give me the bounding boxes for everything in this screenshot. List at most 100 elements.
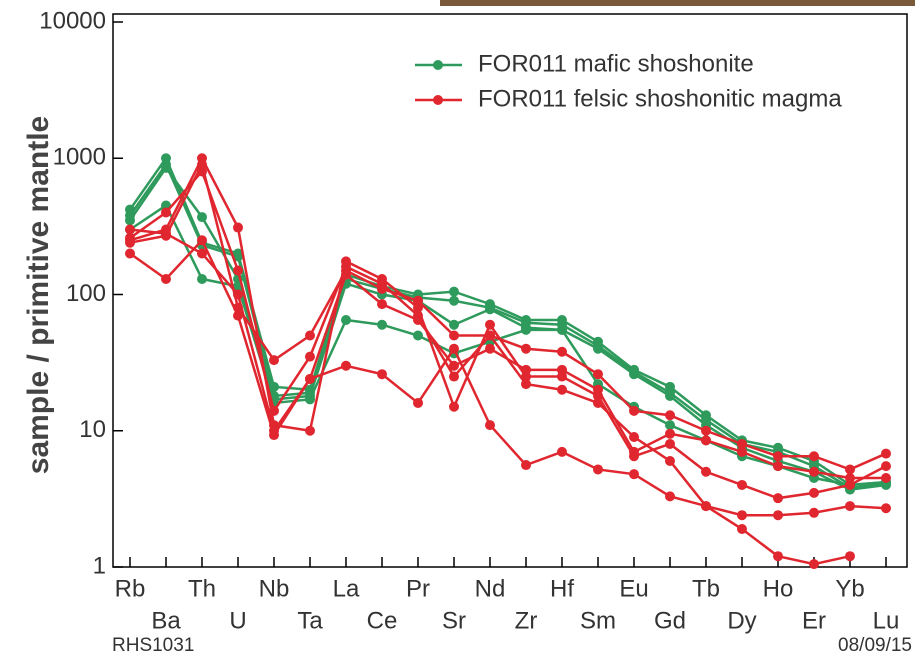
sample-line: [129, 228, 886, 480]
x-tick-label: La: [333, 575, 360, 602]
sample-point: [557, 324, 567, 335]
sample-point: [701, 425, 711, 436]
sample-point: [305, 330, 315, 341]
sample-point: [449, 371, 459, 382]
sample-point: [269, 355, 279, 366]
sample-point: [449, 360, 459, 371]
sample-point: [485, 420, 495, 431]
sample-point: [629, 446, 639, 457]
sample-point: [809, 466, 819, 477]
sample-point: [233, 222, 243, 233]
sample-point: [449, 319, 459, 330]
sample-point: [665, 428, 675, 439]
sample-point: [413, 295, 423, 306]
sample-point: [737, 438, 747, 449]
sample-point: [413, 302, 423, 313]
sample-point: [593, 464, 603, 475]
sample-point: [485, 319, 495, 330]
sample-line: [129, 155, 887, 500]
sample-point: [197, 212, 207, 223]
sample-point: [413, 314, 423, 325]
sample-point: [125, 237, 135, 248]
x-tick-label: Dy: [727, 607, 756, 634]
x-tick-label: Lu: [873, 607, 900, 634]
sample-point: [593, 384, 603, 395]
sample-point: [125, 215, 135, 226]
y-tick-label: 100: [66, 280, 106, 307]
x-tick-label: Ba: [151, 607, 181, 634]
sample-point: [197, 273, 207, 284]
sample-point: [881, 503, 891, 514]
sample-point: [809, 559, 819, 570]
sample-point: [629, 469, 639, 480]
sample-point: [161, 207, 171, 218]
sample-point: [125, 224, 135, 235]
sample-point: [305, 394, 315, 405]
x-tick-label: Gd: [654, 607, 686, 634]
sample-point: [197, 159, 207, 170]
sample-point: [305, 373, 315, 384]
sample-point: [197, 235, 207, 246]
sample-point: [845, 479, 855, 490]
sample-point: [233, 251, 243, 262]
sample-point: [485, 304, 495, 315]
sample-point: [701, 501, 711, 512]
y-tick-label: 1: [93, 552, 106, 579]
sample-point: [773, 551, 783, 562]
sample-point: [449, 286, 459, 297]
y-tick-label: 10000: [39, 7, 106, 34]
sample-point: [341, 360, 351, 371]
sample-point: [665, 420, 675, 431]
x-tick-label: U: [229, 607, 246, 634]
sample-point: [521, 379, 531, 390]
x-tick-label: Eu: [619, 575, 648, 602]
y-tick-label: 1000: [53, 144, 106, 171]
sample-point: [881, 461, 891, 472]
sample-point: [737, 510, 747, 521]
sample-point: [377, 369, 387, 380]
sample-point: [593, 369, 603, 380]
sample-point: [773, 493, 783, 504]
sample-point: [809, 451, 819, 462]
sample-point: [305, 351, 315, 362]
sample-point: [341, 269, 351, 280]
x-tick-label: Sm: [580, 607, 616, 634]
sample-line: [129, 203, 887, 487]
sample-point: [269, 425, 279, 436]
x-tick-label: Ce: [367, 607, 398, 634]
sample-point: [233, 265, 243, 276]
sample-point: [521, 364, 531, 375]
x-tick-label: Th: [188, 575, 216, 602]
sample-point: [737, 446, 747, 457]
sample-point: [557, 346, 567, 357]
photo-strip: [440, 0, 915, 6]
sample-point: [809, 487, 819, 498]
sample-point: [665, 491, 675, 502]
sample-point: [161, 273, 171, 284]
sample-point: [413, 330, 423, 341]
sample-point: [521, 343, 531, 354]
sample-point: [809, 507, 819, 518]
sample-point: [557, 446, 567, 457]
sample-line: [129, 160, 887, 471]
sample-point: [485, 330, 495, 341]
legend-label: FOR011 felsic shoshonitic magma: [478, 85, 842, 112]
sample-point: [665, 438, 675, 449]
sample-point: [521, 460, 531, 471]
sample-point: [881, 472, 891, 483]
sample-point: [125, 248, 135, 259]
sample-line: [128, 155, 887, 487]
y-tick-label: 10: [79, 416, 106, 443]
sample-point: [881, 448, 891, 459]
footer-left: RHS1031: [112, 635, 194, 656]
sample-point: [845, 472, 855, 483]
sample-point: [593, 397, 603, 408]
sample-point: [629, 369, 639, 380]
sample-point: [161, 162, 171, 173]
x-tick-label: Pr: [406, 575, 430, 602]
sample-point: [845, 501, 855, 512]
sample-point: [377, 299, 387, 310]
sample-point: [485, 343, 495, 354]
sample-line: [128, 165, 887, 491]
sample-point: [701, 435, 711, 446]
